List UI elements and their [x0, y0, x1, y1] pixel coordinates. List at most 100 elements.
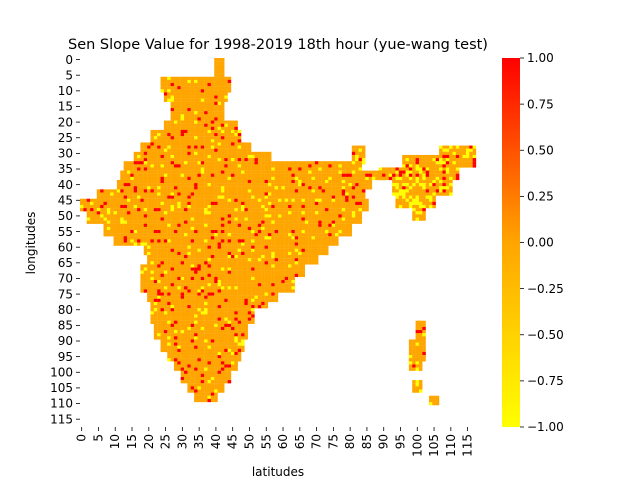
heatmap-cell [200, 154, 205, 159]
heatmap-cell [274, 283, 279, 287]
heatmap-cell [298, 242, 302, 246]
heatmap-cell [220, 270, 225, 274]
heatmap-cell [231, 273, 235, 278]
heatmap-cell [405, 170, 410, 174]
heatmap-cell [180, 108, 185, 112]
heatmap-cell [267, 229, 272, 234]
heatmap-cell [412, 348, 416, 353]
heatmap-cell [247, 305, 252, 309]
heatmap-cell [187, 136, 191, 140]
heatmap-cell [184, 373, 188, 378]
heatmap-cell [251, 220, 255, 224]
heatmap-cell [126, 223, 131, 228]
heatmap-cell [442, 167, 446, 171]
heatmap-cell [224, 86, 228, 90]
heatmap-cell [190, 189, 195, 193]
heatmap-cell [301, 233, 305, 237]
heatmap-cell [328, 211, 332, 215]
heatmap-cell [217, 214, 222, 218]
heatmap-cell [160, 339, 165, 343]
heatmap-cell [153, 148, 158, 152]
heatmap-cell [335, 236, 339, 240]
heatmap-cell [395, 170, 399, 174]
heatmap-cell [137, 161, 141, 165]
heatmap-cell [214, 189, 218, 193]
heatmap-cell [96, 208, 101, 212]
heatmap-cell [190, 114, 195, 118]
x-tick-label: 60 [276, 434, 290, 449]
heatmap-cell [345, 192, 349, 196]
heatmap-cell [234, 289, 238, 293]
heatmap-cell [177, 258, 181, 262]
heatmap-cell [288, 273, 292, 278]
heatmap-cell [224, 211, 228, 215]
heatmap-cell [194, 126, 198, 131]
heatmap-cell [267, 198, 272, 202]
heatmap-cell [298, 183, 302, 187]
heatmap-cell [452, 176, 457, 181]
heatmap-cell [220, 167, 225, 171]
heatmap-cell [247, 142, 252, 146]
heatmap-cell [371, 176, 376, 181]
heatmap-cell [214, 108, 218, 112]
heatmap-cell [130, 189, 134, 193]
heatmap-cell [157, 326, 161, 331]
heatmap-cell [241, 308, 245, 312]
heatmap-cell [160, 251, 165, 256]
heatmap-cell [291, 270, 295, 274]
heatmap-cell [402, 170, 406, 174]
heatmap-cell [100, 198, 104, 202]
heatmap-cell [241, 323, 245, 328]
heatmap-cell [187, 104, 191, 109]
heatmap-cell [304, 198, 309, 202]
heatmap-cell [200, 217, 205, 221]
heatmap-cell [103, 233, 107, 237]
heatmap-cell [217, 161, 222, 165]
heatmap-cell [153, 336, 158, 340]
heatmap-cell [335, 204, 339, 209]
heatmap-cell [257, 258, 262, 262]
heatmap-cell [177, 98, 181, 102]
heatmap-cell [241, 301, 245, 306]
heatmap-cell [324, 223, 329, 228]
heatmap-cell [207, 389, 212, 393]
heatmap-cell [449, 151, 453, 156]
heatmap-cell [150, 170, 154, 174]
heatmap-cell [257, 192, 262, 196]
heatmap-cell [160, 217, 165, 221]
heatmap-cell [93, 214, 97, 218]
heatmap-cell [160, 195, 165, 199]
heatmap-cell [267, 280, 272, 284]
heatmap-cell [220, 261, 225, 265]
heatmap-cell [278, 283, 282, 287]
heatmap-cell [241, 211, 245, 215]
heatmap-cell [207, 154, 212, 159]
heatmap-cell [237, 342, 242, 346]
heatmap-cell [210, 292, 215, 296]
heatmap-cell [264, 248, 269, 253]
heatmap-cell [214, 126, 218, 131]
heatmap-cell [210, 108, 215, 112]
heatmap-cell [288, 289, 292, 293]
heatmap-cell [254, 305, 259, 309]
heatmap-cell [180, 101, 185, 106]
heatmap-cell [328, 204, 332, 209]
heatmap-cell [180, 239, 185, 243]
heatmap-cell [328, 173, 332, 177]
heatmap-cell [405, 195, 410, 199]
heatmap-cell [190, 176, 195, 181]
heatmap-cell [314, 242, 319, 246]
heatmap-cell [147, 183, 151, 187]
heatmap-cell [231, 295, 235, 299]
heatmap-cell [153, 323, 158, 328]
heatmap-cell [244, 311, 248, 315]
heatmap-cell [137, 164, 141, 168]
heatmap-cell [207, 258, 212, 262]
heatmap-cell [214, 214, 218, 218]
heatmap-cell [177, 161, 181, 165]
heatmap-cell [335, 223, 339, 228]
heatmap-cell [331, 217, 336, 221]
heatmap-cell [220, 233, 225, 237]
heatmap-cell [361, 145, 366, 149]
heatmap-cell [288, 229, 292, 234]
